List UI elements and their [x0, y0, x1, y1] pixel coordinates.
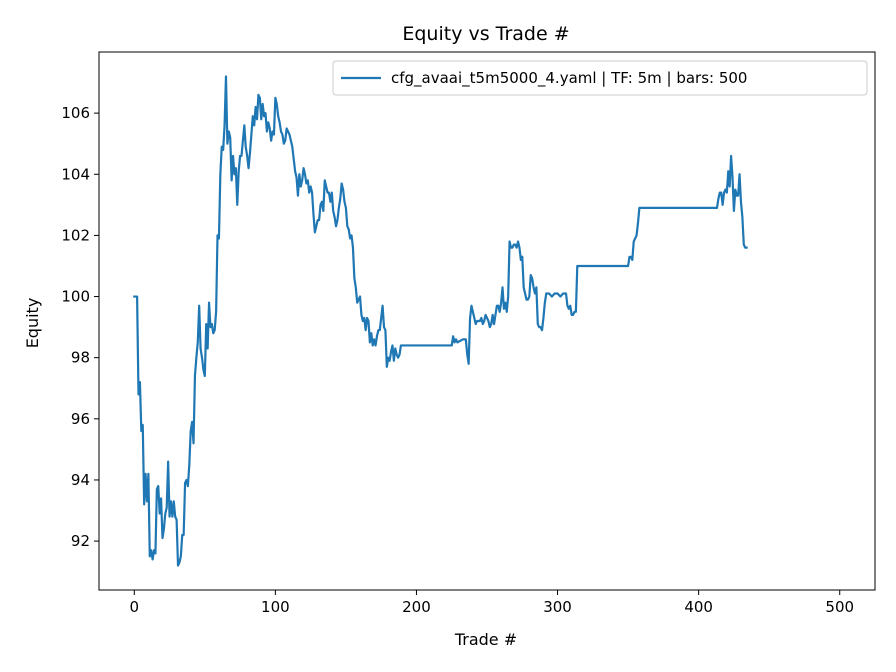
- x-tick-label: 300: [543, 598, 572, 616]
- x-tick-label: 200: [402, 598, 431, 616]
- x-tick-label: 400: [684, 598, 713, 616]
- axes-frame: [98, 51, 876, 591]
- chart-title: Equity vs Trade #: [402, 23, 569, 45]
- y-tick-label: 98: [71, 349, 90, 367]
- x-tick-label: 500: [825, 598, 854, 616]
- series-line-0: [133, 75, 748, 567]
- y-tick-label: 106: [61, 104, 90, 122]
- x-axis-label: Trade #: [454, 630, 517, 649]
- y-tick-label: 96: [71, 410, 90, 428]
- x-tick-label: 100: [261, 598, 290, 616]
- legend: cfg_avaai_t5m5000_4.yaml | TF: 5m | bars…: [332, 60, 868, 96]
- y-axis-label: Equity: [23, 298, 42, 349]
- y-tick-label: 92: [71, 532, 90, 550]
- x-tick-label: 0: [129, 598, 139, 616]
- y-tick-label: 100: [61, 288, 90, 306]
- legend-box: [332, 60, 868, 96]
- y-tick-label: 102: [61, 226, 90, 244]
- y-tick-label: 104: [61, 165, 90, 183]
- plot-area: 0 100 200 300 400 500 92 94 96 98 100 102 104 106 cfg_…: [61, 51, 876, 616]
- y-tick-label: 94: [71, 471, 90, 489]
- legend-label: cfg_avaai_t5m5000_4.yaml | TF: 5m | bars…: [391, 69, 747, 88]
